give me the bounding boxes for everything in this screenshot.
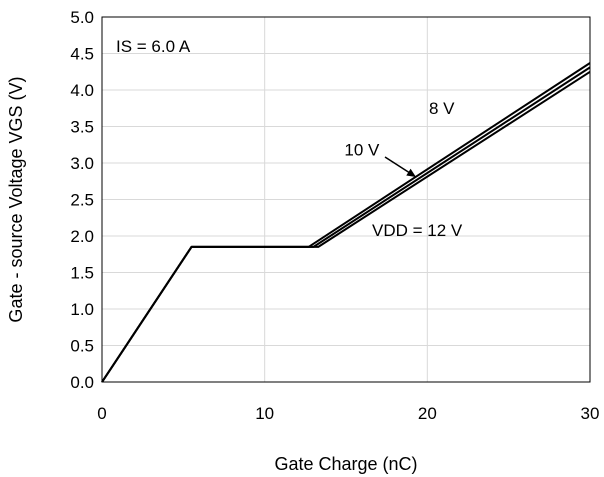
x-tick-labels: 0 10 20 30 [97,404,599,423]
y-tick-label: 0.5 [70,337,94,356]
series-annotation-label: 8 V [429,99,455,118]
y-tick-label: 3.0 [70,154,94,173]
y-tick-label: 1.0 [70,300,94,319]
annotation-arrowhead [406,168,416,177]
x-tick-label: 20 [418,404,437,423]
grid-lines [101,16,591,383]
y-tick-label: 4.5 [70,45,94,64]
series-annotation-label: VDD = 12 V [372,221,463,240]
y-tick-label: 0.0 [70,373,94,392]
y-axis-label: Gate - source Voltage VGS (V) [6,76,26,322]
plot-frame [101,16,591,383]
series-lines [101,62,591,383]
y-tick-label: 2.0 [70,227,94,246]
series-annotations: 8 V 10 V VDD = 12 V [344,99,463,240]
y-tick-label: 2.5 [70,191,94,210]
x-tick-label: 30 [581,404,600,423]
y-tick-label: 1.5 [70,264,94,283]
y-tick-label: 4.0 [70,81,94,100]
series-line [101,70,591,383]
x-axis-label: Gate Charge (nC) [274,454,417,474]
x-tick-label: 0 [97,404,106,423]
series-line [101,66,591,383]
y-tick-label: 3.5 [70,118,94,137]
series-line [101,62,591,383]
condition-label: IS = 6.0 A [116,37,191,56]
annotation-arrow [384,156,413,176]
y-tick-labels: 0.0 0.5 1.0 1.5 2.0 2.5 3.0 3.5 4.0 4.5 5.0 [70,8,94,392]
x-tick-label: 10 [255,404,274,423]
y-tick-label: 5.0 [70,8,94,27]
series-annotation-label: 10 V [344,141,380,160]
